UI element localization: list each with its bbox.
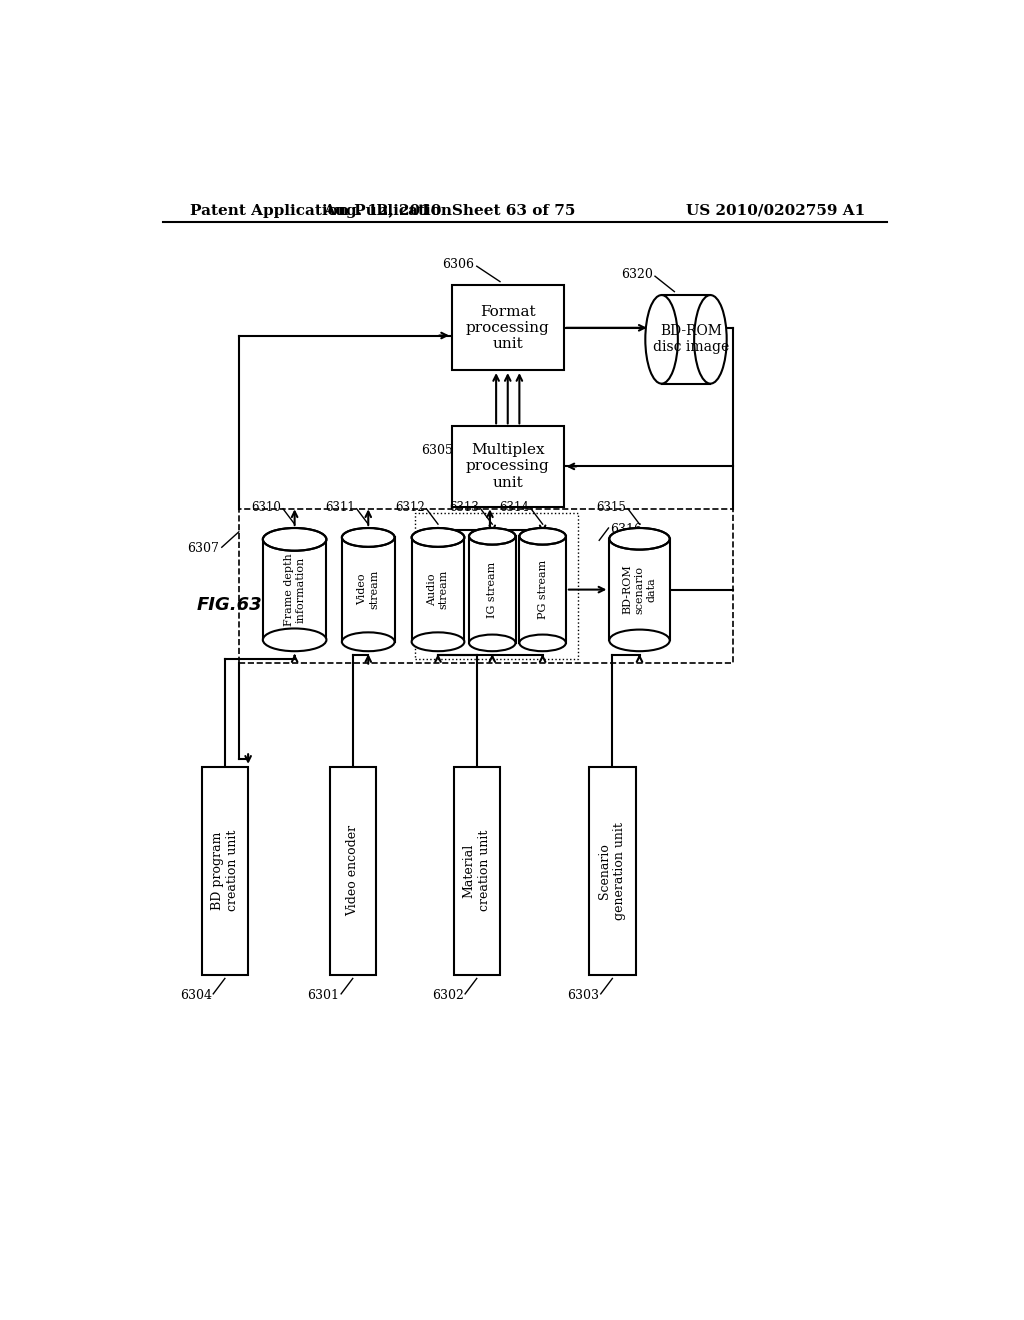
Ellipse shape [609, 528, 670, 549]
Bar [609, 539, 670, 640]
Ellipse shape [342, 528, 394, 546]
Text: Audio
stream: Audio stream [427, 570, 449, 610]
Ellipse shape [412, 632, 464, 651]
Ellipse shape [645, 296, 678, 384]
Bar [519, 536, 566, 643]
Ellipse shape [263, 628, 327, 651]
Ellipse shape [412, 528, 464, 546]
Text: 6302: 6302 [432, 989, 464, 1002]
Text: Frame depth
information: Frame depth information [284, 553, 305, 626]
Ellipse shape [412, 528, 464, 546]
Text: Material
creation unit: Material creation unit [463, 830, 490, 911]
Text: BD-ROM
scenario
data: BD-ROM scenario data [623, 565, 656, 615]
Text: 6305: 6305 [421, 445, 453, 458]
Text: Video
stream: Video stream [357, 570, 379, 610]
Text: 6313: 6313 [450, 500, 479, 513]
Bar [469, 536, 515, 643]
Ellipse shape [263, 528, 327, 550]
Bar [263, 540, 327, 640]
Ellipse shape [342, 528, 394, 546]
Text: 6310: 6310 [252, 500, 282, 513]
Text: 6311: 6311 [326, 500, 355, 513]
Text: 6303: 6303 [567, 989, 599, 1002]
Text: Patent Application Publication: Patent Application Publication [190, 203, 452, 218]
Text: Aug. 12, 2010  Sheet 63 of 75: Aug. 12, 2010 Sheet 63 of 75 [324, 203, 575, 218]
Text: US 2010/0202759 A1: US 2010/0202759 A1 [686, 203, 865, 218]
Bar [202, 767, 248, 974]
Text: IG stream: IG stream [487, 561, 498, 618]
Bar [452, 285, 564, 370]
Ellipse shape [519, 528, 566, 545]
Text: Format
processing
unit: Format processing unit [466, 305, 550, 351]
Text: FIG.63: FIG.63 [197, 597, 262, 614]
Text: 6301: 6301 [307, 989, 340, 1002]
Ellipse shape [609, 528, 670, 549]
Text: Video encoder: Video encoder [346, 825, 359, 916]
Text: 6315: 6315 [596, 500, 627, 513]
Bar [239, 508, 732, 663]
Text: 6307: 6307 [187, 543, 219, 556]
Bar [452, 426, 564, 507]
Ellipse shape [609, 630, 670, 651]
Text: 6312: 6312 [395, 500, 425, 513]
Text: BD program
creation unit: BD program creation unit [211, 830, 239, 911]
Text: 6304: 6304 [179, 989, 212, 1002]
Ellipse shape [469, 528, 515, 545]
Bar [589, 767, 636, 974]
Text: 6320: 6320 [622, 268, 653, 281]
Bar [342, 537, 394, 642]
Text: 6314: 6314 [500, 500, 529, 513]
Bar [662, 296, 711, 384]
Text: 6306: 6306 [442, 259, 474, 271]
Ellipse shape [469, 635, 515, 651]
Text: 6316: 6316 [610, 523, 642, 536]
Ellipse shape [342, 632, 394, 651]
Text: Scenario
generation unit: Scenario generation unit [598, 822, 627, 920]
Ellipse shape [263, 528, 327, 550]
Bar [330, 767, 376, 974]
Ellipse shape [694, 296, 727, 384]
Ellipse shape [469, 528, 515, 545]
Bar [415, 512, 578, 659]
Ellipse shape [519, 528, 566, 545]
Text: PG stream: PG stream [538, 560, 548, 619]
Bar [412, 537, 464, 642]
Ellipse shape [519, 635, 566, 651]
Bar [454, 767, 500, 974]
Text: Multiplex
processing
unit: Multiplex processing unit [466, 444, 550, 490]
Text: BD-ROM
disc image: BD-ROM disc image [652, 325, 729, 355]
